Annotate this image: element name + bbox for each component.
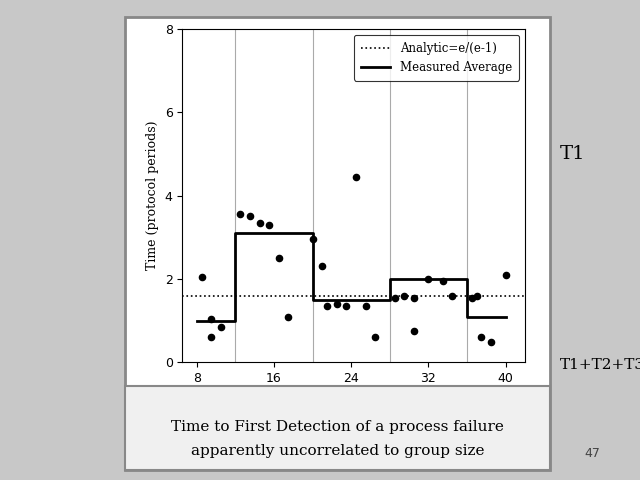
Point [274, 254, 284, 262]
Measured Average [463, 313, 471, 319]
Point [360, 302, 371, 310]
Line: Measured Average: Measured Average [197, 233, 506, 321]
Measured Average [463, 276, 471, 282]
Point [467, 294, 477, 301]
Point [500, 271, 511, 279]
Point [244, 213, 255, 220]
Point [284, 312, 294, 320]
Point [390, 294, 400, 301]
Point [409, 327, 419, 335]
Measured Average [386, 297, 394, 303]
Point [476, 334, 486, 341]
Point [206, 315, 216, 323]
Point [447, 292, 458, 300]
Y-axis label: Time (protocol periods): Time (protocol periods) [146, 121, 159, 270]
Point [370, 334, 380, 341]
Point [307, 236, 317, 243]
Point [235, 211, 245, 218]
Point [399, 292, 410, 300]
Measured Average [502, 313, 509, 319]
Analytic=e/(e-1) [116, 294, 124, 300]
Text: T1: T1 [560, 144, 586, 163]
Point [423, 275, 433, 283]
Point [486, 338, 496, 346]
Legend: Analytic=e/(e-1), Measured Average: Analytic=e/(e-1), Measured Average [353, 35, 519, 81]
Point [351, 173, 361, 180]
Point [206, 334, 216, 341]
Text: T1+T2+T3: T1+T2+T3 [560, 358, 640, 372]
Analytic=e/(e-1) [125, 294, 133, 300]
Text: 47: 47 [584, 447, 600, 460]
Point [255, 219, 265, 227]
Point [409, 294, 419, 301]
Point [472, 292, 482, 300]
Point [264, 221, 275, 228]
Text: apparently uncorrelated to group size: apparently uncorrelated to group size [191, 444, 484, 458]
Measured Average [308, 230, 316, 236]
Text: Time to First Detection of a process failure: Time to First Detection of a process fai… [172, 420, 504, 434]
X-axis label: Group Size: Group Size [315, 391, 392, 405]
Measured Average [193, 318, 201, 324]
Point [341, 302, 351, 310]
Point [332, 300, 342, 308]
Measured Average [308, 297, 316, 303]
Point [317, 263, 328, 270]
Point [322, 302, 332, 310]
Point [216, 323, 226, 331]
Measured Average [386, 276, 394, 282]
Measured Average [232, 230, 239, 236]
Point [438, 277, 448, 285]
Measured Average [232, 318, 239, 324]
Point [196, 273, 207, 281]
